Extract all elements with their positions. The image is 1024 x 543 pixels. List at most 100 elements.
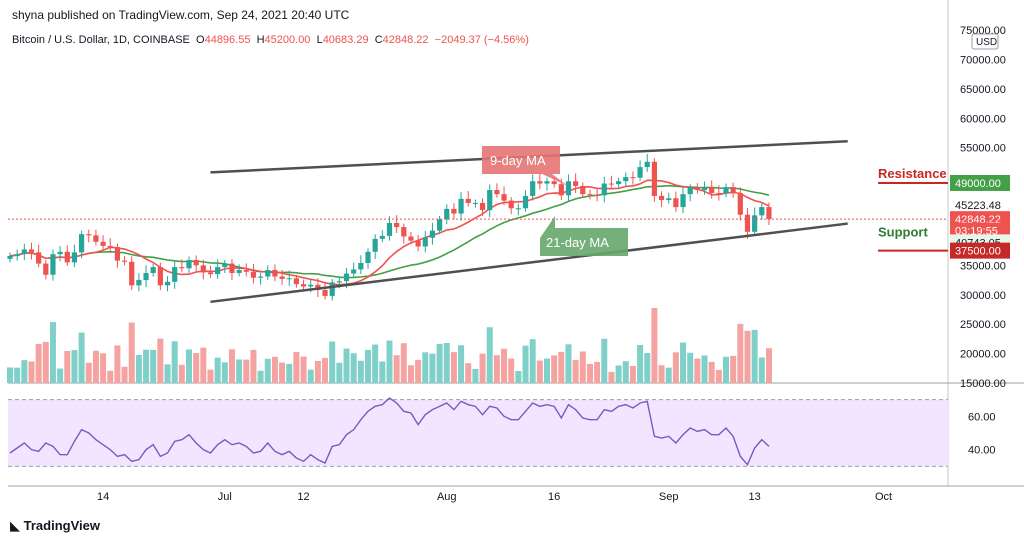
candle-body: [379, 235, 385, 239]
candle-body: [215, 267, 221, 275]
candle-body: [623, 177, 629, 182]
volume-bar: [350, 353, 357, 383]
brand-text: TradingView: [23, 518, 100, 533]
volume-bar: [737, 323, 744, 383]
volume-bar: [49, 322, 56, 383]
y-tick-label: 25000.00: [960, 319, 1006, 331]
currency-badge: [971, 33, 999, 50]
candle-body: [580, 185, 586, 195]
candle-body: [551, 181, 557, 185]
volume-bar: [286, 363, 293, 383]
ma21-callout-label: 21-day MA: [546, 235, 609, 250]
volume-bar: [71, 350, 78, 383]
candle-body: [100, 241, 106, 246]
x-tick-label: 16: [548, 491, 560, 503]
volume-bar: [336, 362, 343, 383]
volume-bar: [443, 343, 450, 383]
volume-bar: [758, 357, 765, 383]
candle-body: [487, 190, 493, 211]
tradingview-logo[interactable]: ◣ TradingView: [10, 518, 100, 534]
volume-bar: [314, 361, 321, 383]
candle-body: [193, 260, 199, 266]
candle-body: [494, 190, 500, 195]
close-value: 42848.22: [382, 34, 429, 46]
rsi-line: [9, 397, 770, 466]
candle-body: [136, 280, 142, 286]
rsi-band: [8, 399, 948, 467]
volume-bar: [486, 327, 493, 383]
x-tick-label: 12: [297, 491, 309, 503]
volume-bar: [501, 348, 508, 383]
y-tick-label: 35000.00: [960, 260, 1006, 272]
ma9-line: [9, 179, 770, 286]
x-tick-label: 14: [97, 491, 109, 503]
volume-bar: [228, 349, 235, 383]
y-tick-label: 70000.00: [960, 54, 1006, 66]
candle-body: [243, 270, 249, 272]
volume-bar: [393, 355, 400, 383]
candle-body: [752, 215, 758, 232]
volume-bar: [658, 365, 665, 383]
volume-bar: [164, 364, 171, 383]
volume-bar: [243, 359, 250, 383]
candle-body: [594, 194, 600, 196]
candle-body: [179, 267, 185, 269]
y-tick-label: 20000.00: [960, 349, 1006, 361]
price-tag: [950, 242, 1010, 259]
candle-body: [286, 278, 292, 280]
candle-body: [372, 238, 378, 252]
candle-body: [744, 214, 751, 232]
candle-body: [114, 247, 120, 261]
candle-body: [386, 222, 393, 236]
volume-bar: [379, 361, 386, 383]
volume-bar: [21, 360, 28, 383]
high-label: H: [256, 34, 265, 46]
x-tick-label: Sep: [659, 491, 679, 503]
price-tag-label: 49000.00: [955, 178, 1001, 190]
candle-body: [723, 187, 729, 194]
volume-bar: [357, 360, 364, 383]
candle-body: [71, 252, 78, 263]
candle-body: [544, 181, 550, 184]
volume-bar: [157, 338, 164, 383]
candle-body: [36, 252, 42, 264]
volume-bar: [236, 359, 243, 383]
resistance-label: Resistance: [878, 166, 947, 181]
volume-bar: [171, 341, 178, 383]
y-tick-label: 55000.00: [960, 143, 1006, 155]
open-value: 44896.55: [204, 34, 251, 46]
volume-bar: [629, 365, 636, 383]
volume-bar: [472, 369, 479, 383]
candle-body: [429, 230, 436, 238]
candle-body: [472, 202, 478, 204]
candle-body: [651, 161, 657, 196]
volume-bar: [207, 369, 214, 383]
tv-logo-icon: ◣: [10, 518, 20, 533]
candle-body: [737, 192, 743, 215]
candle-body: [86, 234, 92, 236]
rsi-tick-label: 60.00: [968, 411, 996, 423]
candle-body: [121, 260, 128, 262]
low-value: 40683.29: [322, 34, 369, 46]
candle-body: [451, 208, 457, 214]
volume-bar: [221, 362, 228, 383]
volume-bar: [114, 345, 121, 383]
ma21-callout: [540, 216, 628, 256]
volume-bar: [250, 349, 257, 383]
candle-body: [658, 195, 665, 201]
volume-bar: [257, 370, 264, 383]
candle-body: [64, 251, 70, 263]
volume-bar: [121, 366, 128, 383]
volume-bar: [622, 361, 629, 383]
volume-bar: [386, 340, 393, 383]
volume-bar: [92, 350, 99, 383]
volume-bar: [536, 360, 543, 383]
symbol-label: Bitcoin / U.S. Dollar, 1D, COINBASE: [12, 34, 190, 46]
volume-bar: [651, 308, 658, 383]
candle-body: [14, 254, 20, 256]
candle-body: [565, 181, 572, 196]
candle-body: [143, 272, 149, 281]
candle-body: [272, 270, 278, 277]
candle-body: [701, 187, 708, 191]
